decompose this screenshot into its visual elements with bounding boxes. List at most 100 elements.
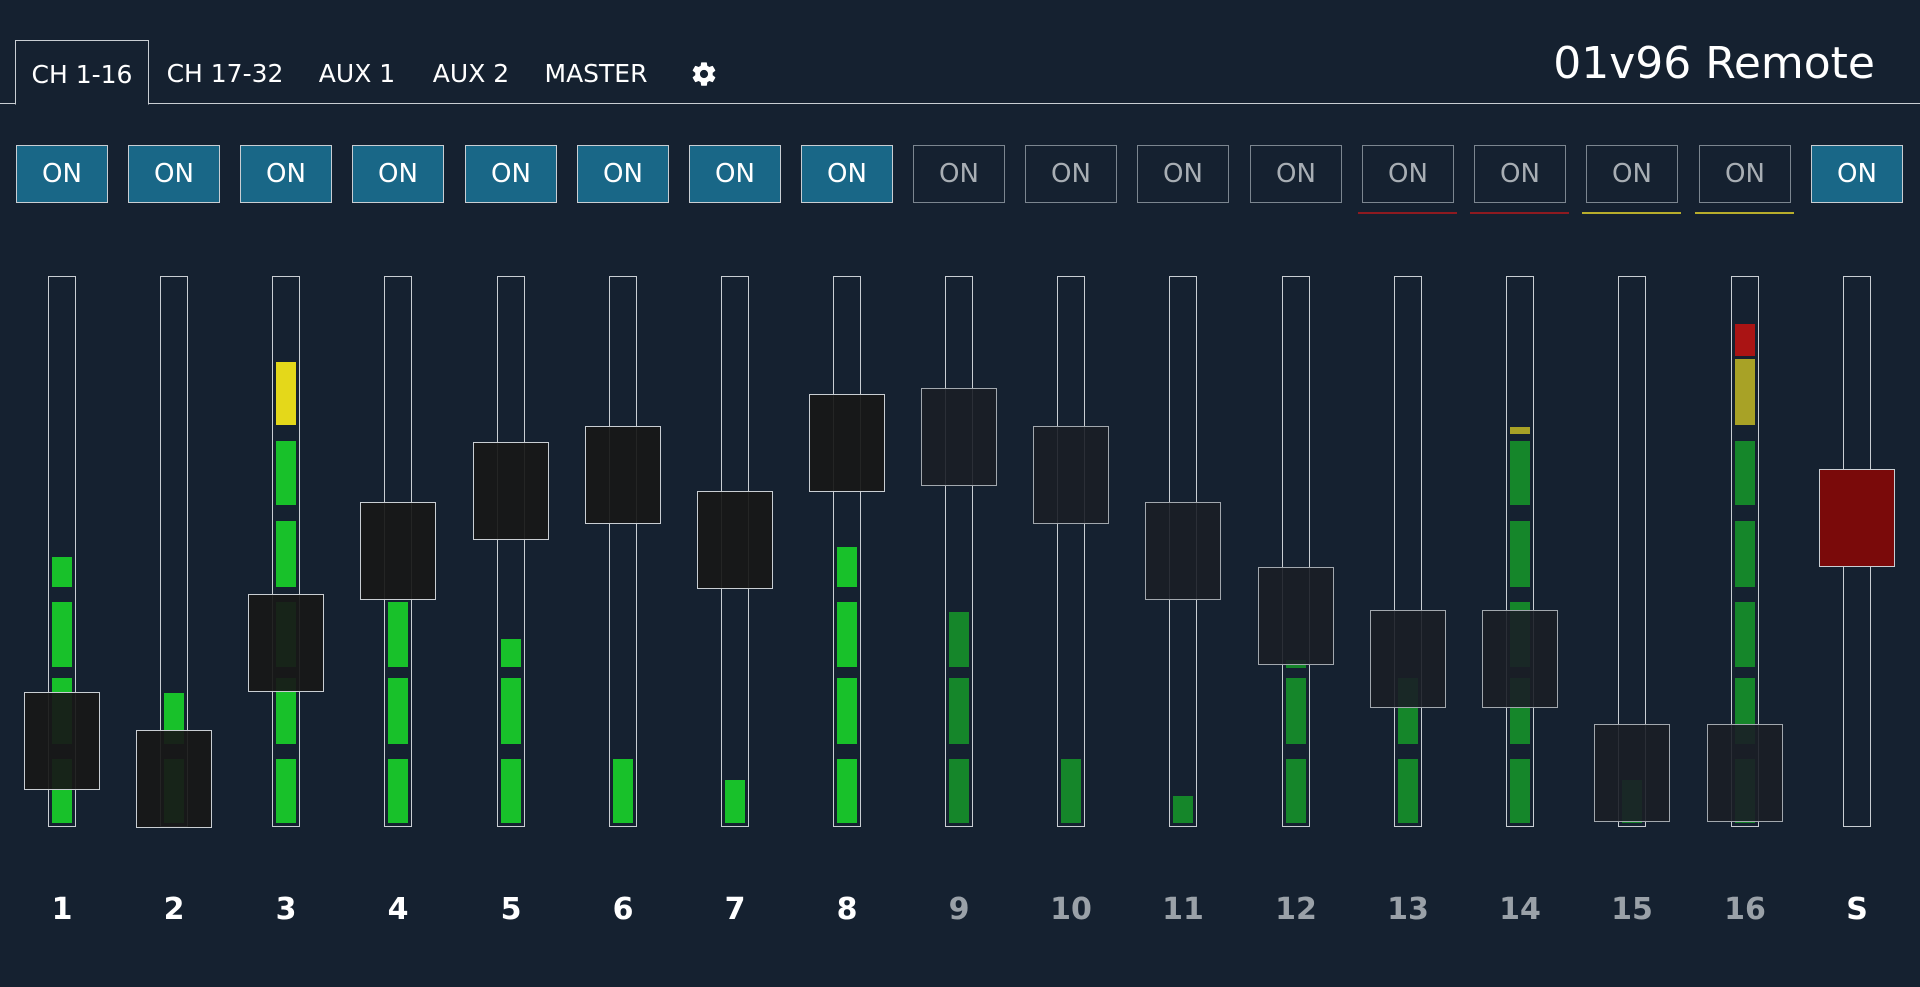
channel-4-on-button[interactable]: ON (352, 145, 444, 203)
channel-12-fader-track[interactable] (1282, 276, 1310, 827)
channel-14-fader-track[interactable] (1506, 276, 1534, 827)
channel-1-meter-segment (52, 602, 72, 667)
channel-10-label: 10 (1050, 892, 1092, 927)
channel-12-label: 12 (1275, 892, 1317, 927)
channel-3-label: 3 (275, 892, 297, 927)
channel-1-meter-segment (52, 557, 72, 587)
channel-16-pair-indicator (1695, 212, 1794, 214)
app-title: 01v96 Remote (1553, 38, 1875, 89)
channel-5-meter-segment (501, 678, 521, 744)
channel-15-on-button[interactable]: ON (1586, 145, 1678, 203)
channel-13-on-button[interactable]: ON (1362, 145, 1454, 203)
channel-11-meter-segment (1173, 795, 1193, 823)
channel-10-meter-segment (1061, 759, 1081, 823)
channel-6-fader-track[interactable] (609, 276, 637, 827)
channel-12-meter-segment (1286, 759, 1306, 823)
channel-7-fader-thumb[interactable] (697, 491, 773, 589)
tab-aux-2[interactable]: AUX 2 (432, 59, 510, 88)
channel-4-meter-segment (388, 759, 408, 823)
channel-15-label: 15 (1611, 892, 1653, 927)
channel-9-fader-track[interactable] (945, 276, 973, 827)
tab-aux-1[interactable]: AUX 1 (318, 59, 396, 88)
channel-11-on-button[interactable]: ON (1137, 145, 1229, 203)
channel-3-meter-segment (276, 441, 296, 505)
channel-15-fader-thumb[interactable] (1594, 724, 1670, 822)
channel-16-meter-segment (1735, 441, 1755, 505)
stereo-on-button[interactable]: ON (1811, 145, 1903, 203)
channel-16-label: 16 (1724, 892, 1766, 927)
channel-7-on-button[interactable]: ON (689, 145, 781, 203)
channel-2-on-button[interactable]: ON (128, 145, 220, 203)
channel-16-fader-thumb[interactable] (1707, 724, 1783, 822)
channel-3-fader-track[interactable] (272, 276, 300, 827)
channel-9-fader-thumb[interactable] (921, 388, 997, 486)
channel-8-fader-thumb[interactable] (809, 394, 885, 492)
channel-4-fader-thumb[interactable] (360, 502, 436, 600)
channel-2-fader-thumb[interactable] (136, 730, 212, 828)
channel-5-label: 5 (500, 892, 522, 927)
tab-master[interactable]: MASTER (544, 59, 648, 88)
channel-14-fader-thumb[interactable] (1482, 610, 1558, 708)
channel-9-meter-segment (949, 678, 969, 744)
channel-8-on-button[interactable]: ON (801, 145, 893, 203)
channel-1-label: 1 (51, 892, 73, 927)
channel-11-fader-thumb[interactable] (1145, 502, 1221, 600)
channel-3-meter-segment (276, 521, 296, 587)
channel-13-meter-segment (1398, 759, 1418, 823)
channel-11-label: 11 (1162, 892, 1204, 927)
channel-2-label: 2 (163, 892, 185, 927)
channel-16-meter-segment (1735, 521, 1755, 587)
channel-5-fader-thumb[interactable] (473, 442, 549, 540)
channel-12-on-button[interactable]: ON (1250, 145, 1342, 203)
channel-9-label: 9 (948, 892, 970, 927)
channel-13-label: 13 (1387, 892, 1429, 927)
channel-9-meter-segment (949, 759, 969, 823)
channel-8-fader-track[interactable] (833, 276, 861, 827)
tab-ch-1-16[interactable]: CH 1-16 (15, 40, 149, 105)
channel-10-fader-thumb[interactable] (1033, 426, 1109, 524)
channel-12-fader-thumb[interactable] (1258, 567, 1334, 665)
stereo-fader-thumb[interactable] (1819, 469, 1895, 567)
channel-8-meter-segment (837, 602, 857, 667)
channel-15-pair-indicator (1582, 212, 1681, 214)
gear-icon[interactable] (690, 60, 718, 88)
channel-14-meter-segment (1510, 521, 1530, 587)
channel-9-on-button[interactable]: ON (913, 145, 1005, 203)
channel-3-meter-segment (276, 678, 296, 744)
channel-16-on-button[interactable]: ON (1699, 145, 1791, 203)
channel-6-fader-thumb[interactable] (585, 426, 661, 524)
channel-13-fader-thumb[interactable] (1370, 610, 1446, 708)
channel-5-on-button[interactable]: ON (465, 145, 557, 203)
tab-bar: CH 1-16 CH 17-32 AUX 1 AUX 2 MASTER 01v9… (0, 0, 1920, 105)
channel-14-on-button[interactable]: ON (1474, 145, 1566, 203)
channel-1-on-button[interactable]: ON (16, 145, 108, 203)
channel-3-on-button[interactable]: ON (240, 145, 332, 203)
channel-7-meter-segment (725, 779, 745, 823)
channel-7-label: 7 (724, 892, 746, 927)
channel-14-meter-segment (1510, 759, 1530, 823)
channel-3-meter-segment (276, 759, 296, 823)
channel-16-peak-indicator (1735, 324, 1755, 357)
channel-5-fader-track[interactable] (497, 276, 525, 827)
tab-ch-17-32[interactable]: CH 17-32 (166, 59, 284, 88)
channel-3-meter-segment (276, 362, 296, 425)
channel-10-fader-track[interactable] (1057, 276, 1085, 827)
channel-6-on-button[interactable]: ON (577, 145, 669, 203)
channel-4-meter-segment (388, 602, 408, 667)
channel-1-fader-thumb[interactable] (24, 692, 100, 790)
channel-13-fader-track[interactable] (1394, 276, 1422, 827)
channel-8-label: 8 (836, 892, 858, 927)
channel-16-meter-segment (1735, 602, 1755, 667)
channel-10-on-button[interactable]: ON (1025, 145, 1117, 203)
channel-6-meter-segment (613, 759, 633, 823)
channel-13-pair-indicator (1358, 212, 1457, 214)
channel-8-meter-segment (837, 546, 857, 587)
channel-1-peak-indicator (52, 573, 72, 582)
channel-14-pair-indicator (1470, 212, 1569, 214)
channel-12-meter-segment (1286, 678, 1306, 744)
channel-3-fader-thumb[interactable] (248, 594, 324, 692)
channel-5-meter-segment (501, 638, 521, 667)
channel-14-meter-segment (1510, 441, 1530, 505)
channel-4-meter-segment (388, 678, 408, 744)
